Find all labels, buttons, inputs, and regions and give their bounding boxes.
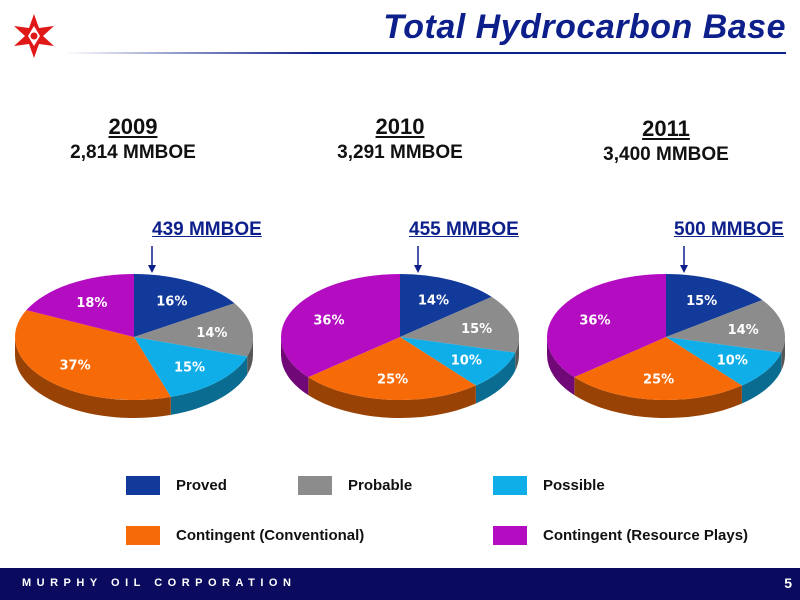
pie-2011-data-label-2: 10% <box>717 353 748 368</box>
pie-2011-data-label-3: 25% <box>643 372 674 387</box>
pie-2011-slice-contingent-resource-plays- <box>547 274 666 378</box>
total-label: 3,291 MMBOE <box>337 142 463 163</box>
pie-2010-side-4 <box>281 337 309 396</box>
callout-arrowhead-2009 <box>148 265 156 273</box>
page-number: 5 <box>784 575 792 591</box>
murphy-star-logo-icon <box>14 14 54 58</box>
pie-2011-side-2 <box>741 352 782 404</box>
callout-arrowhead-2010 <box>414 265 422 273</box>
pie-2010-data-label-0: 14% <box>418 293 449 308</box>
title-underline <box>64 52 786 54</box>
legend-swatch <box>126 475 160 495</box>
pie-2011-data-label-0: 15% <box>686 294 717 309</box>
pie-2011-slice-contingent-conventional- <box>574 337 742 400</box>
pie-2009-slice-contingent-conventional- <box>14 310 171 401</box>
pie-2010-data-label-3: 25% <box>377 372 408 387</box>
legend-item-possible: Possible <box>493 475 605 495</box>
legend-label: Proved <box>176 476 227 494</box>
pie-2009-slice-probable <box>134 303 253 357</box>
year-heading-2010: 2010 3,291 MMBOE <box>300 114 500 164</box>
pie-2011-side-1 <box>781 337 785 371</box>
pie-2010-slice-proved <box>400 274 492 337</box>
pie-2009-slice-proved <box>134 274 235 337</box>
legend-item-probable: Probable <box>298 475 412 495</box>
pie-2009-side-3 <box>15 337 171 419</box>
callout-2011: 500 MMBOE <box>674 219 784 240</box>
pie-2011-slice-probable <box>666 299 786 353</box>
legend-item-proved: Proved <box>126 475 227 495</box>
legend-label: Probable <box>348 476 413 494</box>
footer-company: MURPHY OIL CORPORATION <box>22 577 297 589</box>
year-heading-2011: 2011 3,400 MMBOE <box>566 116 766 166</box>
year-label: 2011 <box>642 116 690 141</box>
pie-2011-side-3 <box>574 377 742 418</box>
pie-2010-slice-probable <box>400 296 519 353</box>
pie-2010-data-label-1: 15% <box>461 322 492 337</box>
pie-2010-side-1 <box>515 337 519 371</box>
pie-2010-data-label-4: 36% <box>313 313 344 328</box>
callout-arrowhead-2011 <box>680 265 688 273</box>
pie-2010-slice-possible <box>400 337 516 386</box>
legend-swatch <box>298 475 332 495</box>
pie-2010-slice-contingent-conventional- <box>308 337 476 401</box>
legend-label: Contingent (Resource Plays) <box>543 526 749 544</box>
legend-item-contingent-conventional: Contingent (Conventional) <box>126 525 364 545</box>
pie-2010-side-2 <box>475 352 516 404</box>
pie-2009-slice-contingent-resource-plays- <box>26 274 135 337</box>
legend-swatch <box>493 525 527 545</box>
legend-item-contingent-resource-plays: Contingent (Resource Plays) <box>493 525 748 545</box>
pie-2011-slice-proved <box>666 274 763 337</box>
pie-2009-side-2 <box>170 356 248 415</box>
pie-2009-slice-possible <box>134 337 248 397</box>
pie-2011-slice-possible <box>666 337 782 386</box>
pie-2010-slice-contingent-resource-plays- <box>280 274 400 378</box>
pie-2011-data-label-1: 14% <box>728 323 759 338</box>
legend-label: Contingent (Conventional) <box>176 526 365 544</box>
total-label: 3,400 MMBOE <box>603 144 729 165</box>
pie-2010-data-label-2: 10% <box>451 353 482 368</box>
pie-2011-side-4 <box>547 337 575 396</box>
pie-2009-data-label-4: 18% <box>76 296 107 311</box>
page-title: Total Hydrocarbon Base <box>383 8 786 46</box>
pie-2009-side-1 <box>247 337 253 375</box>
year-label: 2009 <box>108 114 158 139</box>
legend-swatch <box>126 525 160 545</box>
footer-bar: MURPHY OIL CORPORATION 5 <box>0 568 800 600</box>
year-heading-2009: 2009 2,814 MMBOE <box>33 114 233 164</box>
year-label: 2010 <box>375 114 425 139</box>
pie-2010-side-3 <box>308 377 476 418</box>
pie-2009-data-label-3: 37% <box>60 358 91 373</box>
legend-label: Possible <box>543 476 605 494</box>
pie-2009-data-label-0: 16% <box>156 295 187 310</box>
pie-2009-data-label-1: 14% <box>196 326 227 341</box>
pie-2009-data-label-2: 15% <box>174 360 205 375</box>
callout-2010: 455 MMBOE <box>409 219 519 240</box>
total-label: 2,814 MMBOE <box>70 142 196 163</box>
legend-swatch <box>493 475 527 495</box>
pie-2011-data-label-4: 36% <box>579 313 610 328</box>
callout-2009: 439 MMBOE <box>152 219 262 240</box>
